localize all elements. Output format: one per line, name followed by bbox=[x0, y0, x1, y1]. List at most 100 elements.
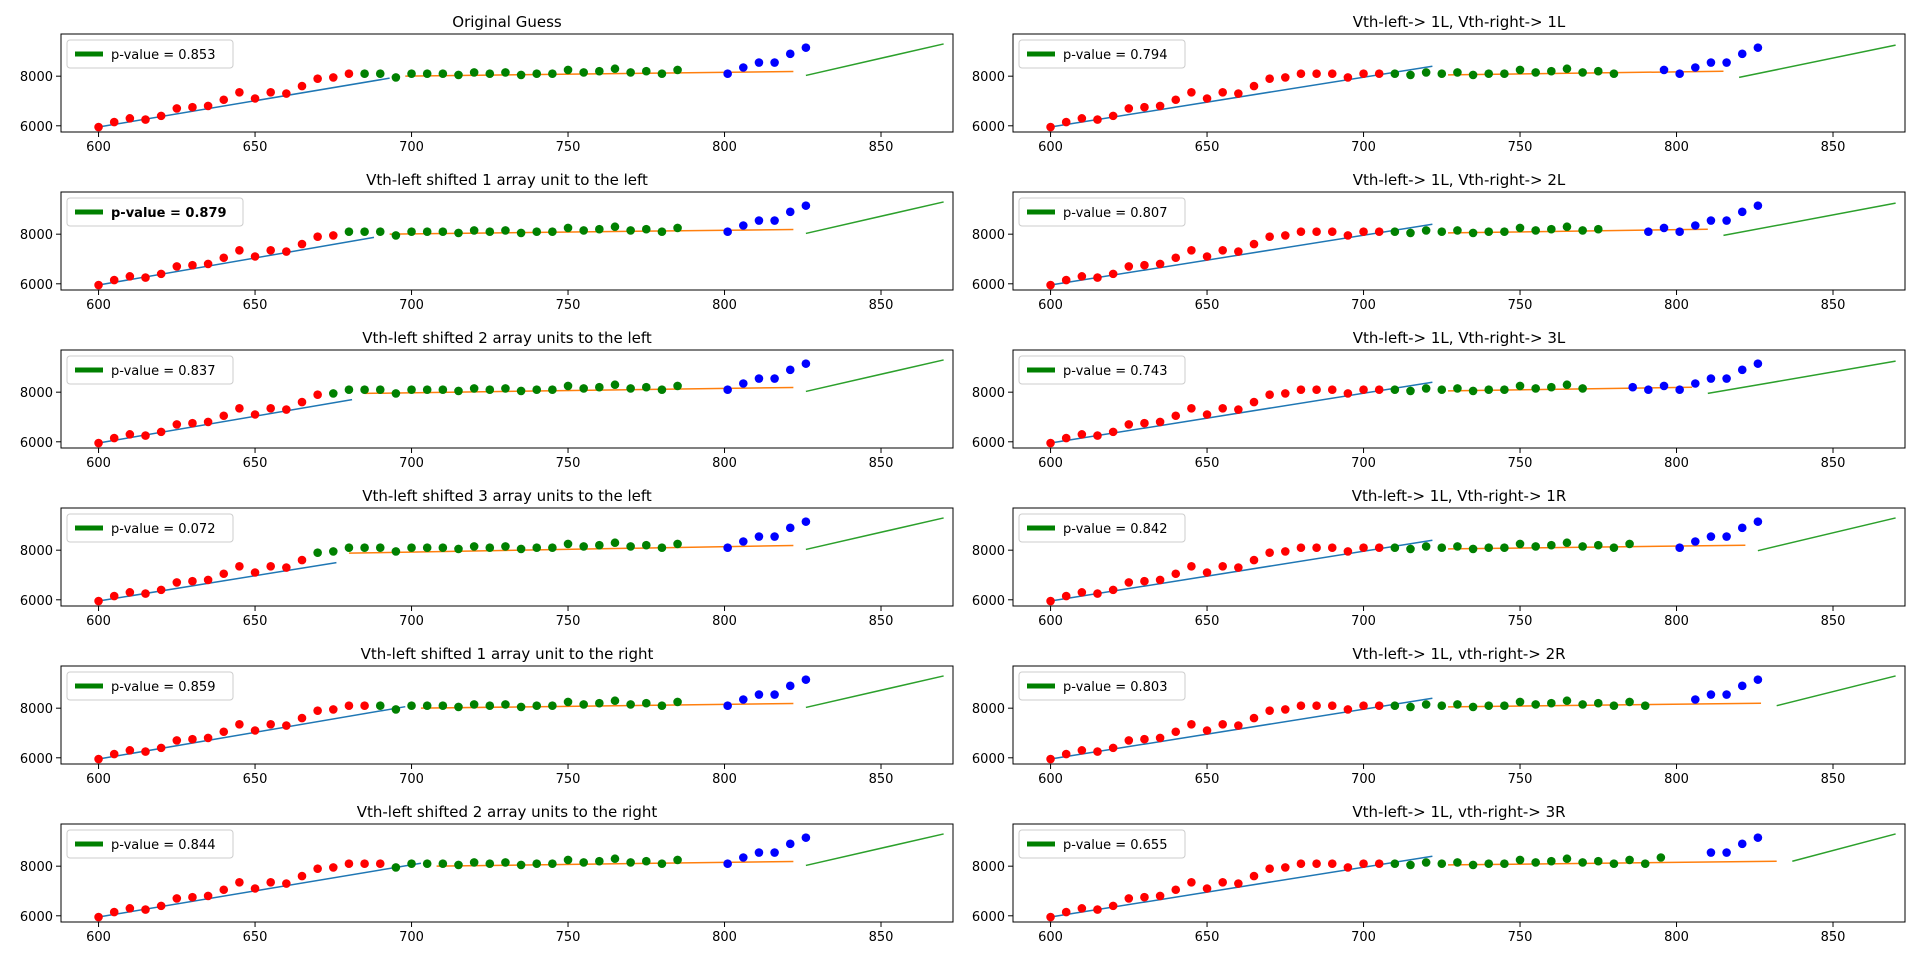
axes-frame bbox=[60, 33, 954, 133]
x-tick-label: 800 bbox=[1664, 614, 1689, 629]
data-point-middle bbox=[1453, 700, 1462, 709]
x-tick-label: 600 bbox=[1038, 930, 1063, 945]
data-point-right bbox=[1675, 227, 1684, 236]
data-point-middle bbox=[532, 543, 542, 552]
data-point-middle bbox=[579, 700, 588, 709]
data-point-middle bbox=[579, 384, 588, 393]
x-tick-label: 600 bbox=[86, 930, 111, 945]
y-tick-label: 8000 bbox=[972, 860, 1005, 875]
data-point-left bbox=[1140, 260, 1149, 270]
legend-box bbox=[1018, 355, 1186, 385]
data-point-left bbox=[1280, 73, 1290, 82]
data-point-left bbox=[1343, 73, 1353, 82]
data-point-left bbox=[1327, 227, 1337, 236]
x-tick-label: 800 bbox=[712, 930, 737, 945]
data-point-left bbox=[1218, 720, 1227, 729]
data-point-left bbox=[1296, 859, 1306, 868]
data-point-middle bbox=[422, 859, 432, 868]
data-point-right bbox=[739, 695, 748, 704]
data-point-middle bbox=[1500, 543, 1509, 552]
subplot-title: Vth-left shifted 1 array unit to the rig… bbox=[361, 645, 654, 663]
data-point-left bbox=[1202, 252, 1212, 261]
x-tick-label: 850 bbox=[869, 614, 894, 629]
data-point-left bbox=[250, 252, 260, 261]
data-point-right bbox=[1659, 223, 1669, 233]
data-point-middle bbox=[1515, 855, 1525, 865]
data-point-right bbox=[770, 532, 779, 541]
data-point-middle bbox=[1390, 69, 1400, 78]
data-point-left bbox=[1312, 227, 1321, 236]
data-point-middle bbox=[657, 543, 667, 552]
data-point-middle bbox=[360, 69, 369, 78]
data-point-right bbox=[1691, 537, 1700, 546]
data-point-middle bbox=[469, 384, 479, 393]
data-point-middle bbox=[1562, 854, 1572, 864]
y-tick-label: 8000 bbox=[972, 702, 1005, 717]
data-point-middle bbox=[610, 538, 620, 548]
data-point-middle bbox=[1640, 859, 1650, 868]
data-point-right bbox=[754, 58, 764, 67]
data-point-left bbox=[1374, 69, 1384, 78]
fit-line-right bbox=[1792, 833, 1896, 862]
data-point-middle bbox=[532, 859, 542, 868]
x-tick-label: 700 bbox=[1351, 614, 1376, 629]
data-point-middle bbox=[501, 542, 510, 551]
data-point-middle bbox=[328, 389, 338, 398]
data-point-left bbox=[1234, 721, 1243, 730]
data-point-left bbox=[1312, 701, 1321, 710]
y-tick-label: 6000 bbox=[972, 910, 1005, 925]
data-point-left bbox=[1046, 122, 1055, 132]
y-tick-label: 6000 bbox=[20, 910, 53, 925]
data-point-middle bbox=[641, 698, 651, 708]
data-point-right bbox=[754, 690, 764, 699]
data-point-middle bbox=[1468, 386, 1478, 396]
x-tick-label: 600 bbox=[1038, 140, 1063, 155]
data-point-middle bbox=[1593, 224, 1603, 234]
data-point-left bbox=[1061, 749, 1071, 759]
data-point-middle bbox=[1562, 222, 1572, 232]
y-tick-label: 8000 bbox=[972, 70, 1005, 85]
data-point-middle bbox=[1562, 380, 1572, 390]
data-point-left bbox=[1359, 543, 1368, 552]
data-point-middle bbox=[1562, 538, 1572, 548]
data-point-left bbox=[297, 397, 307, 407]
data-point-left bbox=[156, 269, 166, 279]
data-point-right bbox=[785, 839, 795, 849]
axes-frame bbox=[60, 823, 954, 923]
data-point-left bbox=[1234, 89, 1243, 98]
data-point-middle bbox=[1625, 697, 1634, 707]
data-point-left bbox=[109, 749, 119, 759]
data-point-middle bbox=[548, 69, 557, 78]
x-tick-label: 750 bbox=[556, 456, 581, 471]
data-point-middle bbox=[563, 539, 573, 549]
data-point-right bbox=[1675, 543, 1684, 552]
subplot-10: Vth-left-> 1L, vth-right-> 2R 600 650 700 75… bbox=[972, 645, 1906, 787]
data-point-left bbox=[1046, 912, 1055, 922]
data-point-left bbox=[1140, 418, 1149, 428]
data-point-middle bbox=[391, 547, 401, 556]
legend-box bbox=[1018, 513, 1186, 543]
data-point-left bbox=[172, 420, 182, 429]
data-point-left bbox=[1312, 859, 1321, 868]
data-point-middle bbox=[1500, 859, 1509, 868]
fit-line-right bbox=[805, 201, 944, 235]
data-point-left bbox=[1140, 102, 1149, 112]
data-point-left bbox=[328, 705, 338, 714]
data-point-left bbox=[1077, 430, 1087, 439]
data-point-right bbox=[723, 543, 732, 552]
data-point-middle bbox=[454, 544, 463, 554]
data-point-middle bbox=[1484, 701, 1494, 710]
data-point-middle bbox=[344, 543, 354, 552]
data-point-middle bbox=[1421, 226, 1431, 235]
y-tick-label: 6000 bbox=[20, 120, 53, 135]
data-point-middle bbox=[375, 227, 385, 236]
data-point-middle bbox=[1406, 860, 1415, 870]
data-point-middle bbox=[1406, 702, 1415, 712]
data-point-left bbox=[1046, 754, 1055, 764]
data-point-left bbox=[250, 726, 260, 735]
data-point-left bbox=[1093, 747, 1102, 756]
data-point-left bbox=[1171, 885, 1181, 895]
data-point-left bbox=[266, 720, 275, 729]
data-point-left bbox=[1327, 859, 1337, 868]
data-point-left bbox=[1124, 736, 1134, 745]
